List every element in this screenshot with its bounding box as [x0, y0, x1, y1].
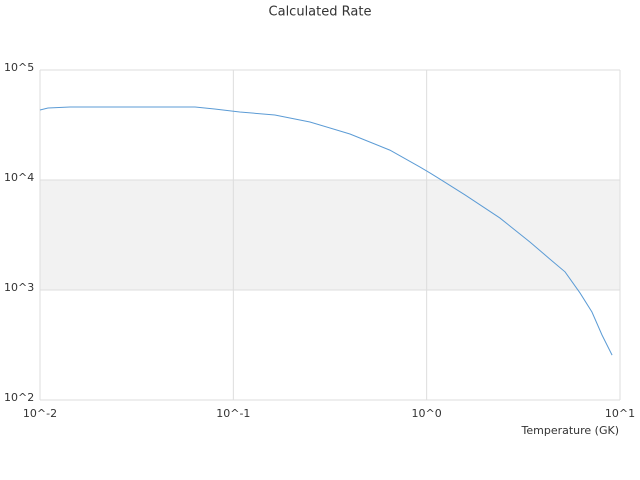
x-tick-label: 10^-1 — [216, 407, 250, 420]
y-tick-label: 10^3 — [4, 281, 34, 294]
y-tick-label: 10^4 — [4, 171, 34, 184]
x-tick-label: 10^-2 — [23, 407, 57, 420]
y-tick-label: 10^2 — [4, 391, 34, 404]
y-tick-label: 10^5 — [4, 61, 34, 74]
x-axis-title: Temperature (GK) — [521, 424, 620, 437]
x-tick-label: 10^0 — [412, 407, 442, 420]
series-line — [39, 106, 613, 356]
chart-title: Calculated Rate — [269, 5, 372, 20]
grid-band — [40, 180, 620, 290]
x-tick-label: 10^1 — [605, 407, 635, 420]
